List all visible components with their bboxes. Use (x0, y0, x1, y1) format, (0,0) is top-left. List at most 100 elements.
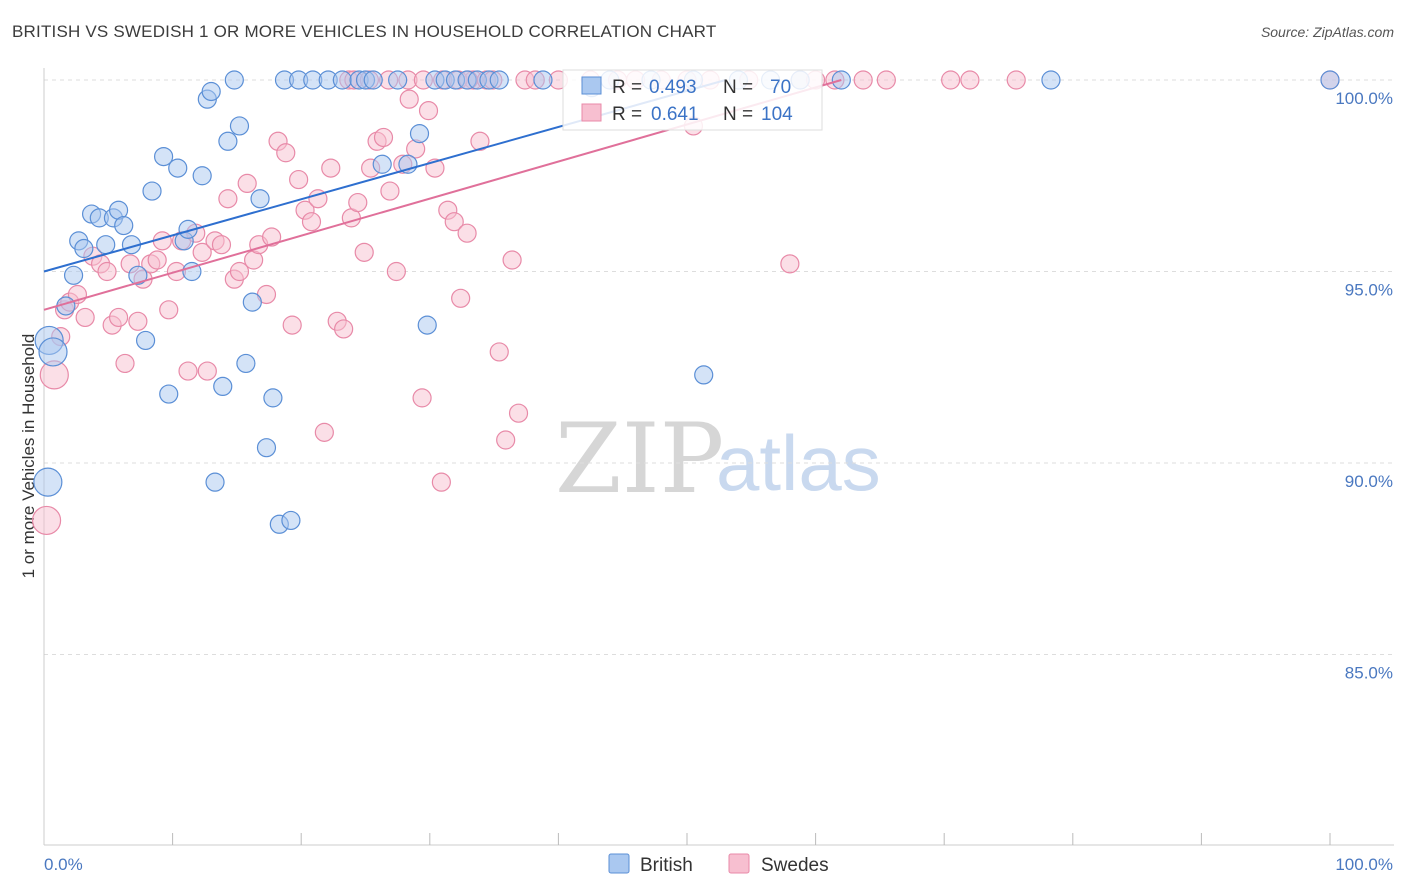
swedes-point (108, 307, 129, 328)
swedes-point (314, 422, 334, 442)
swedes-point (412, 388, 432, 408)
swedes-point (386, 261, 406, 282)
swedes-point (380, 181, 400, 201)
x-tick-label-min: 0.0% (44, 855, 83, 874)
swedes-bottom-label: Swedes (761, 855, 829, 876)
swedes-point (508, 403, 529, 423)
british-point (213, 376, 233, 396)
british-point (159, 384, 179, 404)
british-n-value: 70 (770, 77, 791, 98)
swedes-point (282, 315, 302, 335)
swedes-point (229, 261, 250, 282)
swedes-r-value: 0.641 (651, 104, 699, 125)
swedes-n-label: N = (723, 104, 753, 125)
swedes-point (218, 189, 238, 209)
british-point (128, 265, 148, 285)
swedes-point (301, 212, 322, 232)
swedes-point (780, 254, 800, 274)
british-point (74, 238, 94, 259)
series-legend: British Swedes (608, 853, 829, 876)
british-point (372, 154, 392, 174)
swedes-point (354, 242, 374, 262)
y-tick-label: 90.0% (1345, 472, 1393, 491)
x-tick-label-max: 100.0% (1335, 855, 1393, 874)
chart-title: BRITISH VS SWEDISH 1 OR MORE VEHICLES IN… (12, 22, 717, 41)
swedes-point (373, 127, 394, 148)
swedes-point (97, 261, 117, 282)
swedes-point (75, 307, 95, 328)
british-point (96, 235, 116, 255)
swedes-point (489, 342, 509, 362)
y-tick-label: 85.0% (1345, 664, 1393, 683)
british-point (63, 265, 84, 285)
watermark-zip: ZIP (555, 403, 724, 515)
y-tick-label: 95.0% (1345, 281, 1393, 300)
british-point (1320, 70, 1340, 90)
swedes-point (115, 353, 135, 374)
swedes-point (496, 430, 516, 450)
british-point (409, 124, 430, 144)
british-points (33, 70, 1340, 534)
swedes-legend-swatch (581, 103, 602, 122)
swedes-point (399, 89, 419, 109)
swedes-point (262, 227, 282, 247)
british-legend-swatch (581, 76, 602, 95)
british-point (224, 70, 244, 90)
x-axis-ticks (172, 833, 1331, 845)
british-point (135, 330, 156, 351)
british-point (33, 467, 63, 497)
british-point (694, 365, 714, 385)
y-tick-labels: 100.0% 95.0% 90.0% 85.0% (1335, 89, 1393, 683)
swedes-point (431, 472, 451, 492)
british-point (142, 181, 162, 201)
british-point (205, 472, 225, 492)
stats-legend-box (562, 69, 823, 131)
british-point (218, 131, 238, 151)
swedes-point (941, 70, 961, 90)
swedes-point (348, 192, 368, 213)
swedes-point (502, 250, 522, 270)
british-point (236, 353, 256, 374)
swedes-point (197, 361, 217, 381)
swedes-point (876, 70, 896, 90)
swedes-n-value: 104 (761, 104, 793, 125)
swedes-point (128, 311, 148, 331)
swedes-point (31, 505, 62, 536)
swedes-point (289, 169, 309, 190)
british-point (1041, 70, 1061, 90)
swedes-point (1006, 70, 1026, 90)
y-tick-label: 100.0% (1335, 89, 1393, 108)
british-n-label: N = (723, 77, 753, 98)
british-point (201, 81, 221, 102)
british-point (281, 510, 301, 531)
swedes-point (159, 300, 179, 320)
british-point (332, 70, 352, 90)
british-bottom-swatch (608, 853, 630, 874)
swedes-point (237, 173, 257, 194)
british-point (114, 215, 134, 236)
british-bottom-label: British (640, 855, 693, 876)
british-point (242, 292, 262, 312)
swedes-point (457, 223, 477, 243)
british-point (263, 388, 283, 408)
y-axis-title: 1 or more Vehicles in Household (19, 334, 38, 579)
british-point (153, 147, 174, 167)
british-point (388, 70, 408, 90)
stats-legend: R = 0.493 N = 70 R = 0.641 N = 104 (562, 69, 823, 131)
british-point (256, 438, 277, 458)
swedes-point (470, 131, 490, 151)
swedes-bottom-swatch (728, 853, 750, 874)
swedes-point (178, 361, 198, 381)
british-r-label: R = (612, 77, 642, 98)
source-label: Source: ZipAtlas.com (1260, 24, 1394, 40)
british-point (417, 315, 437, 335)
swedes-point (321, 158, 341, 178)
swedes-point (960, 70, 980, 90)
swedes-point (853, 70, 873, 90)
british-point (363, 70, 383, 90)
swedes-point (334, 319, 354, 339)
british-point (229, 116, 250, 136)
swedes-point (192, 242, 212, 262)
british-point (533, 70, 553, 90)
british-point (182, 261, 202, 282)
